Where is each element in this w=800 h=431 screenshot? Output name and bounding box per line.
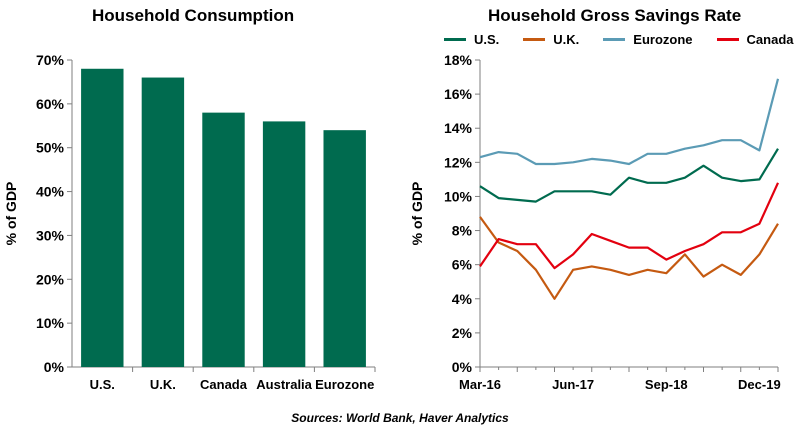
- y-axis-label: % of GDP: [409, 182, 425, 246]
- legend-item: U.K.: [523, 32, 579, 47]
- household-consumption-chart: Household Consumption 0% 10% 20% 30% 40% 50% 6…: [0, 0, 392, 410]
- legend-label: U.S.: [474, 32, 500, 47]
- legend-item: Canada: [716, 32, 794, 47]
- legend-label: U.K.: [553, 32, 580, 47]
- bar-eurozone: [323, 130, 366, 367]
- y-tick-label: 8%: [452, 223, 473, 239]
- y-tick-label: 60%: [36, 96, 65, 112]
- y-axis-label: % of GDP: [3, 182, 19, 246]
- y-tick-label: 20%: [36, 271, 65, 287]
- y-tick-label: 6%: [452, 257, 473, 273]
- bar-us: [81, 68, 124, 368]
- series-line-us: [479, 148, 779, 203]
- x-tick-label: Sep-18: [645, 377, 688, 392]
- left-chart-title: Household Consumption: [92, 6, 295, 25]
- x-tick-label: Dec-19: [738, 377, 781, 392]
- left-chart-svg: 0% 10% 20% 30% 40% 50% 60% 70% U.S. U.K. Canada Aus…: [3, 52, 376, 392]
- legend-item: Eurozone: [603, 32, 693, 47]
- series-line-eurozone: [479, 78, 780, 166]
- y-tick-label: 0%: [452, 359, 473, 375]
- x-tick-label: Canada: [200, 377, 248, 392]
- y-tick-label: 30%: [36, 227, 65, 243]
- legend-swatch: [603, 38, 626, 41]
- legend: U.S. U.K. Eurozone Canada: [444, 32, 800, 47]
- y-tick-label: 2%: [452, 325, 473, 341]
- x-tick-label: U.S.: [90, 377, 115, 392]
- savings-rate-chart: Household Gross Savings Rate U.S. U.K. Eur…: [400, 0, 800, 410]
- bar-australia: [262, 121, 306, 368]
- right-chart-title: Household Gross Savings Rate: [488, 6, 742, 25]
- y-tick-label: 16%: [444, 86, 473, 102]
- y-tick-label: 18%: [444, 52, 473, 68]
- source-note: Sources: World Bank, Haver Analytics: [291, 411, 509, 425]
- legend-label: Canada: [746, 32, 794, 47]
- legend-label: Eurozone: [633, 32, 693, 47]
- y-tick-label: 0%: [44, 359, 65, 375]
- y-tick-label: 10%: [444, 188, 473, 204]
- y-tick-label: 50%: [36, 140, 65, 156]
- legend-swatch: [523, 38, 546, 41]
- x-tick-label: Eurozone: [315, 377, 374, 392]
- right-chart-svg: 0% 2% 4% 6% 8% 10% 12% 14% 16% 18% Mar-16 Jun-17 Sep…: [409, 52, 781, 392]
- x-tick-label: U.K.: [150, 377, 176, 392]
- bar-uk: [141, 77, 185, 368]
- y-tick-label: 14%: [444, 120, 473, 136]
- y-tick-label: 4%: [452, 291, 473, 307]
- y-tick-label: 10%: [36, 315, 65, 331]
- series-line-canada: [479, 182, 780, 270]
- legend-swatch: [444, 38, 466, 41]
- y-tick-label: 70%: [36, 52, 65, 68]
- y-tick-label: 40%: [36, 184, 65, 200]
- legend-item: U.S.: [444, 32, 499, 47]
- series-line-uk: [479, 216, 779, 300]
- bar-canada: [202, 112, 245, 367]
- y-tick-label: 12%: [444, 154, 473, 170]
- x-tick-label: Jun-17: [552, 377, 594, 392]
- x-tick-label: Australia: [256, 377, 312, 392]
- x-tick-label: Mar-16: [459, 377, 501, 392]
- legend-swatch: [716, 38, 739, 41]
